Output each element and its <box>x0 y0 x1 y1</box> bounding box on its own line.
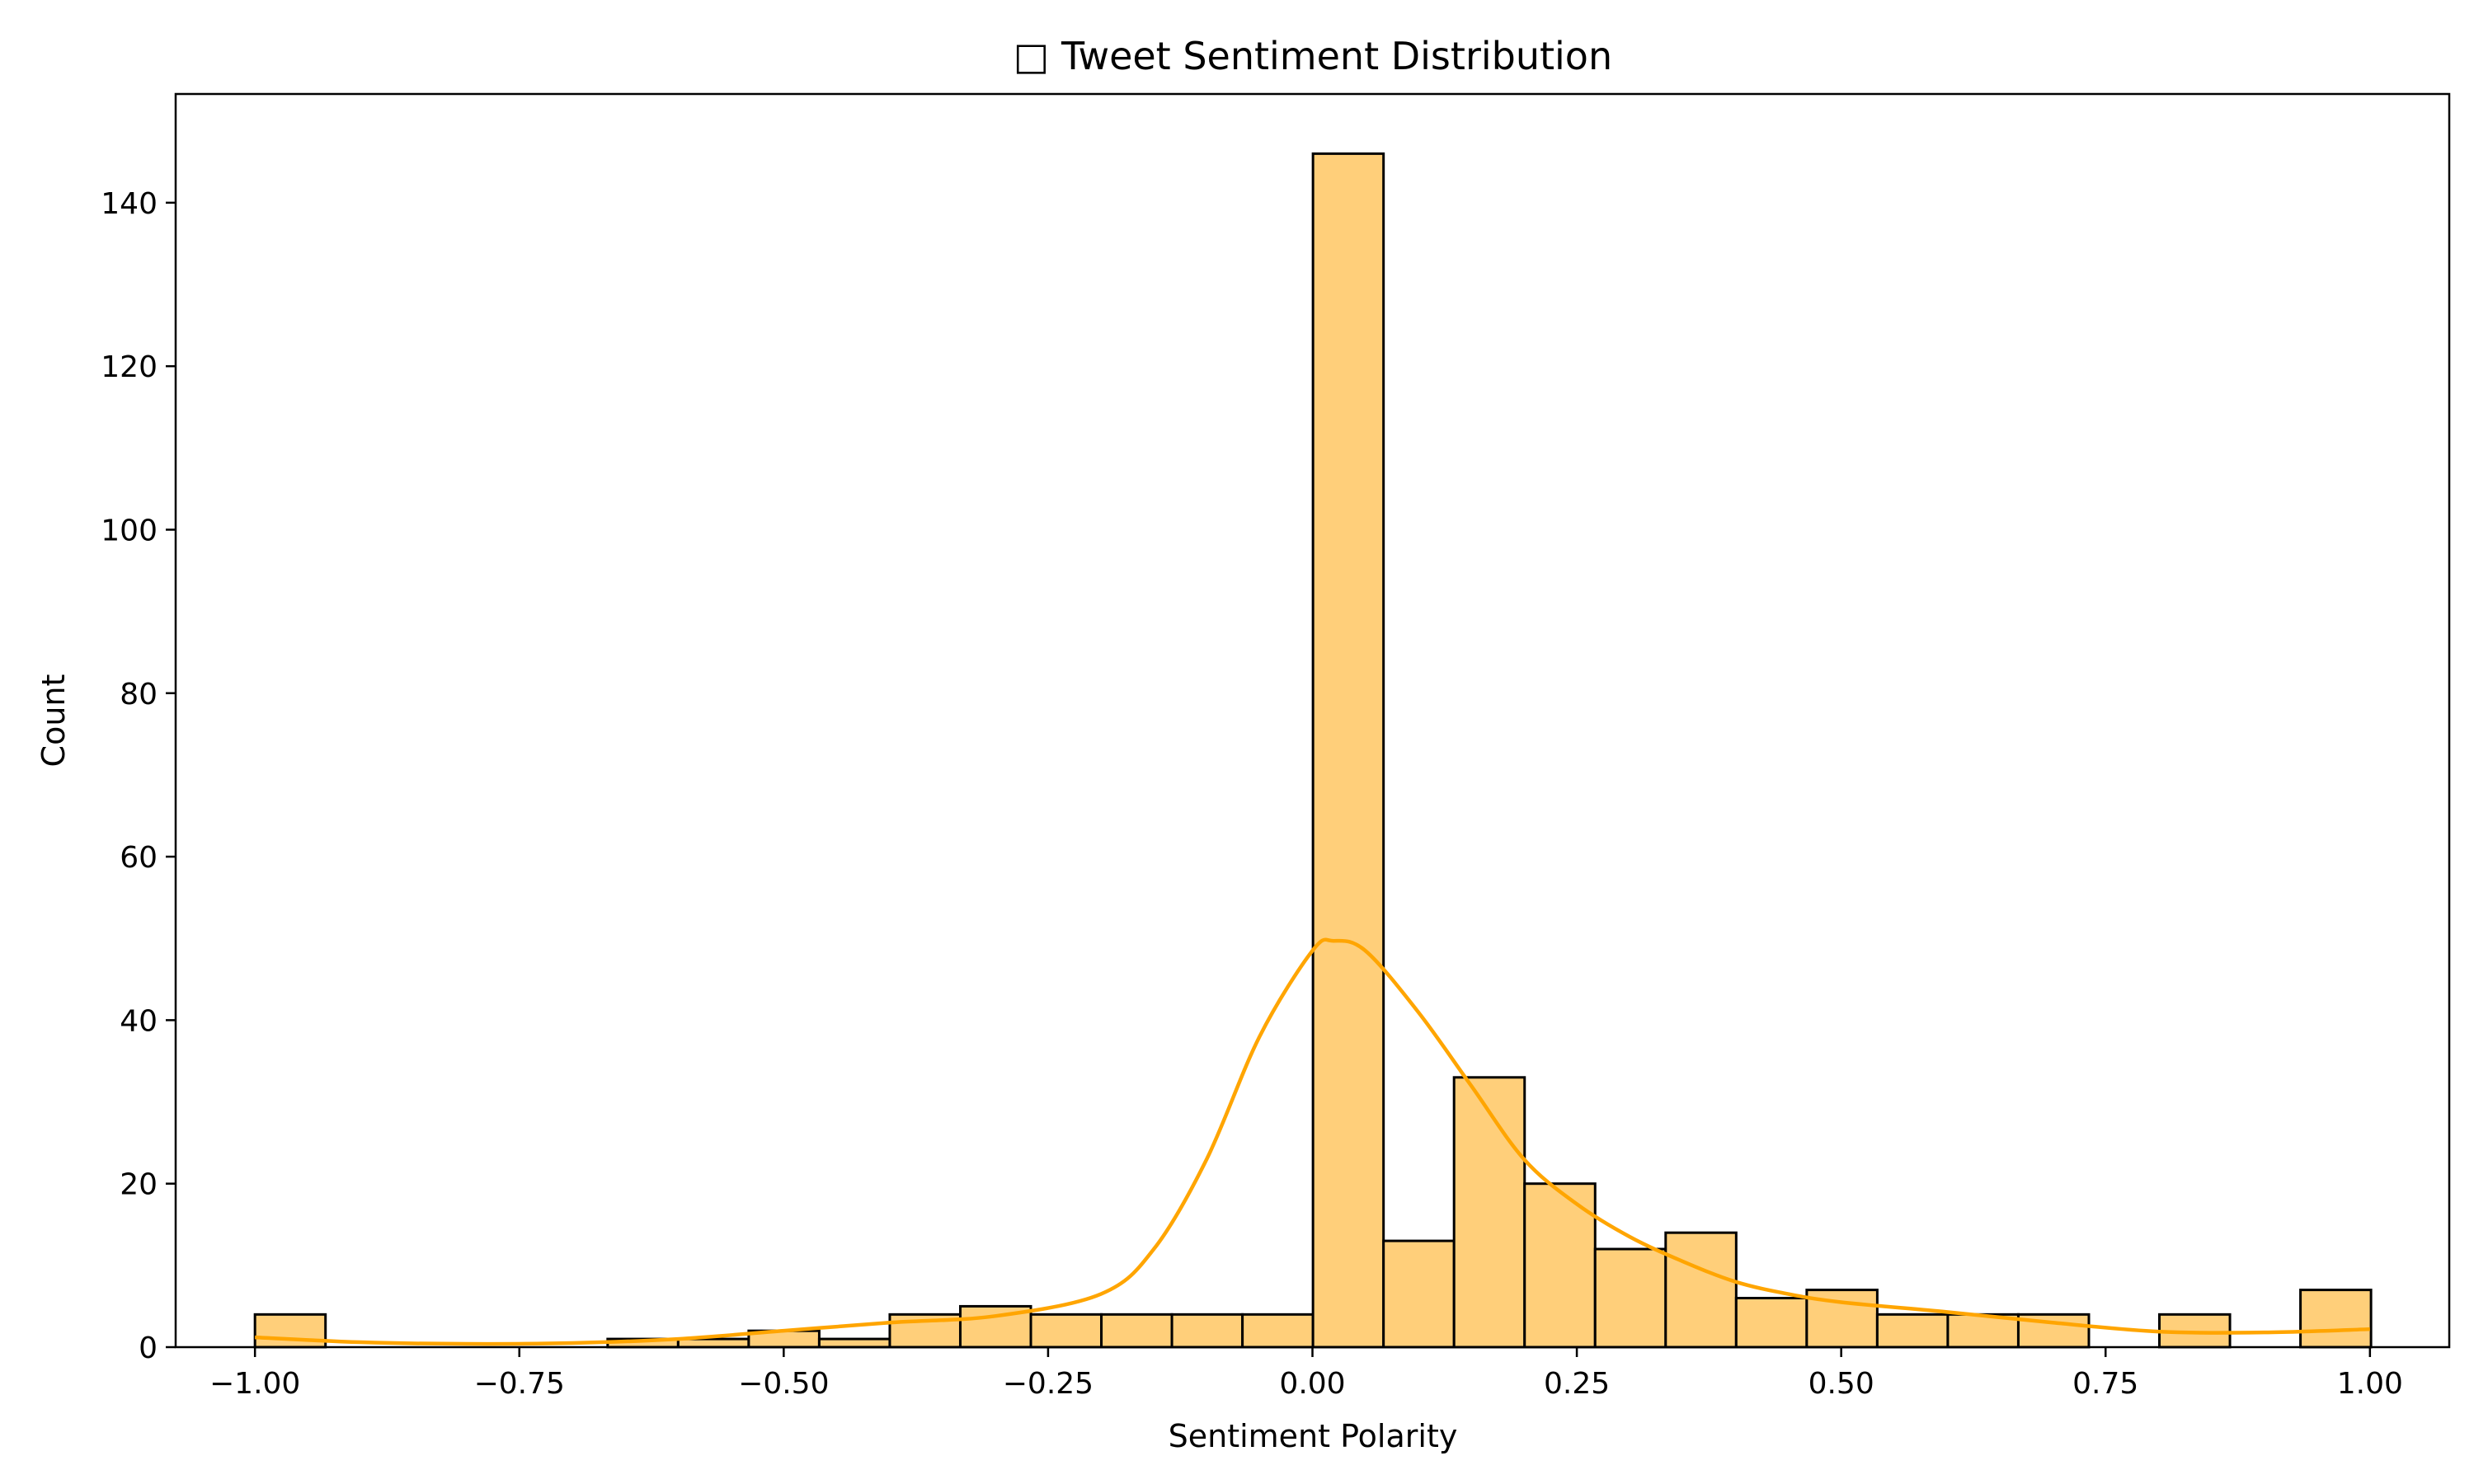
histogram-bar <box>1029 1313 1103 1349</box>
x-tick-label: −0.75 <box>474 1367 565 1401</box>
histogram-bar <box>2299 1289 2373 1349</box>
x-tick-label: −0.25 <box>1003 1367 1094 1401</box>
y-tick-label: 120 <box>101 350 158 384</box>
histogram-bar <box>1241 1313 1315 1349</box>
x-tick-label: 0.75 <box>2072 1367 2138 1401</box>
y-tick-label: 0 <box>139 1331 158 1365</box>
y-tick-label: 140 <box>101 187 158 221</box>
x-tick-label: −0.50 <box>738 1367 829 1401</box>
y-axis-label: Count <box>35 674 72 768</box>
histogram-bar <box>817 1337 891 1349</box>
y-tick-label: 80 <box>120 678 158 711</box>
histogram-bar <box>1452 1076 1526 1349</box>
x-tick-label: 1.00 <box>2337 1367 2403 1401</box>
histogram-bar <box>1664 1231 1738 1349</box>
x-tick-label: −1.00 <box>209 1367 300 1401</box>
x-tick-label: 0.50 <box>1808 1367 1874 1401</box>
histogram-bars <box>253 152 2373 1349</box>
x-tick-label: 0.25 <box>1544 1367 1610 1401</box>
histogram-bar <box>1382 1239 1456 1349</box>
histogram-bar <box>1170 1313 1244 1349</box>
histogram-bar <box>1734 1297 1808 1349</box>
x-axis-ticks: −1.00 −0.75 −0.50 −0.25 0.00 0.25 0.50 0.75 1.00 <box>209 1347 2403 1401</box>
y-tick-label: 20 <box>120 1168 158 1202</box>
histogram-bar <box>676 1337 750 1349</box>
y-tick-label: 40 <box>120 1004 158 1038</box>
x-axis-label: Sentiment Polarity <box>1169 1418 1458 1454</box>
histogram-bar <box>253 1313 327 1349</box>
histogram-bar <box>1875 1313 1950 1349</box>
chart-title: □ Tweet Sentiment Distribution <box>1014 34 1612 78</box>
y-axis-ticks: 0 20 40 60 80 100 120 140 <box>101 187 176 1365</box>
y-tick-label: 100 <box>101 514 158 547</box>
x-tick-label: 0.00 <box>1279 1367 1345 1401</box>
histogram-bar <box>1100 1313 1174 1349</box>
histogram-bar <box>1311 152 1385 1349</box>
kde-line <box>255 937 2370 1346</box>
histogram-bar <box>1593 1247 1667 1349</box>
y-tick-label: 60 <box>120 841 158 875</box>
